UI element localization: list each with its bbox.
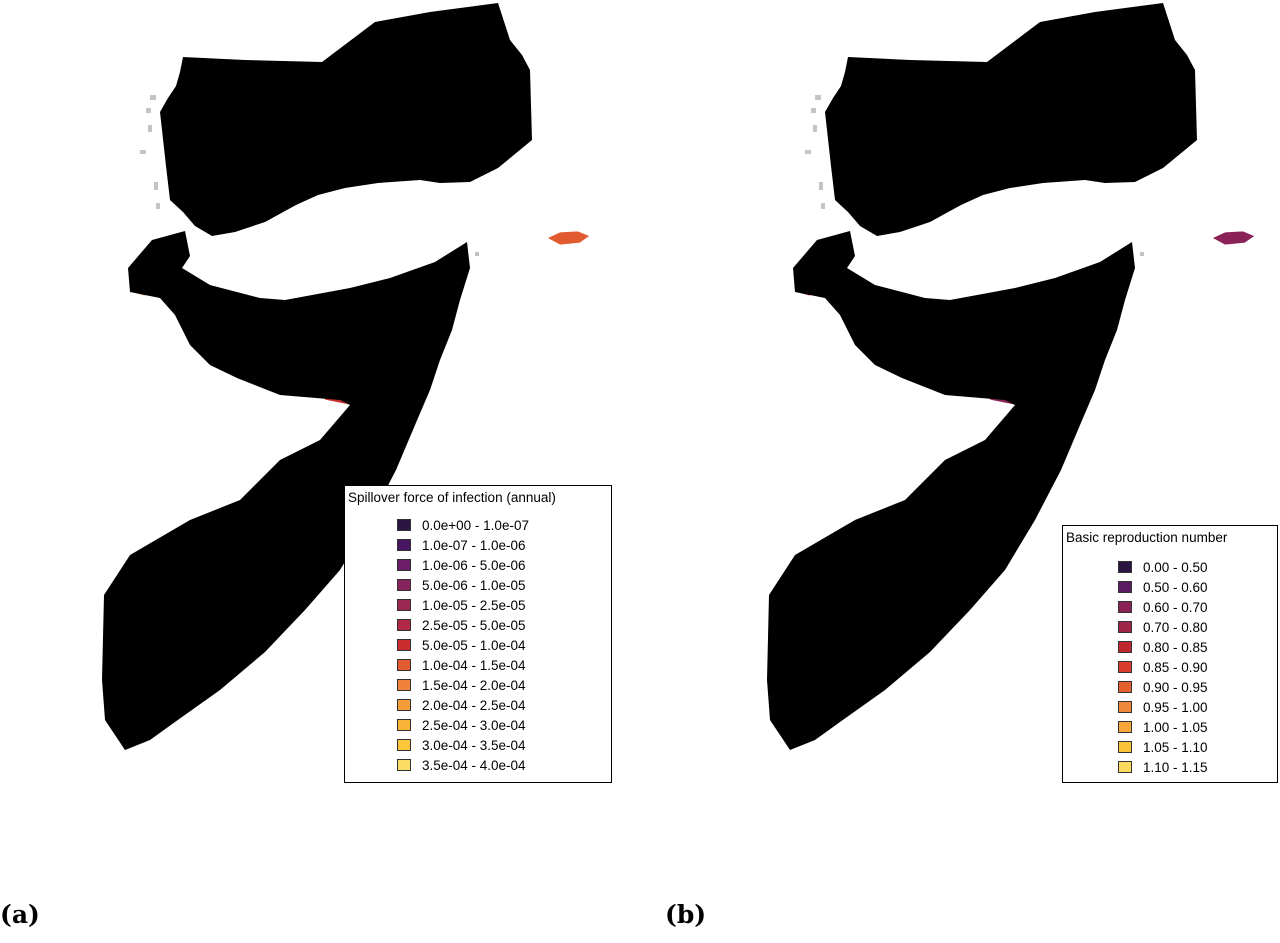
- legend-label: 0.50 - 0.60: [1143, 579, 1208, 595]
- islets: [140, 95, 479, 256]
- legend-item: 3.5e-04 - 4.0e-04: [397, 755, 529, 775]
- legend-swatch: [1118, 581, 1132, 593]
- legend-swatch: [1118, 721, 1132, 733]
- legend-items: 0.00 - 0.50 0.50 - 0.60 0.60 - 0.70 0.70 - …: [1118, 557, 1208, 777]
- legend-swatch: [397, 639, 411, 651]
- legend-swatch: [1118, 661, 1132, 673]
- legend-label: 0.85 - 0.90: [1143, 659, 1208, 675]
- legend-label: 0.60 - 0.70: [1143, 599, 1208, 615]
- legend-item: 0.50 - 0.60: [1118, 577, 1208, 597]
- panel-label-a: (a): [0, 900, 40, 929]
- legend-label: 1.10 - 1.15: [1143, 759, 1208, 775]
- legend-item: 5.0e-06 - 1.0e-05: [397, 575, 529, 595]
- panel-label-b: (b): [665, 900, 707, 929]
- legend-label: 3.0e-04 - 3.5e-04: [422, 737, 526, 753]
- legend-swatch: [397, 519, 411, 531]
- legend-item: 1.0e-04 - 1.5e-04: [397, 655, 529, 675]
- legend-swatch: [397, 579, 411, 591]
- map-panel-b: [766, 2, 1256, 751]
- legend-label: 0.0e+00 - 1.0e-07: [422, 517, 529, 533]
- islets: [805, 95, 1144, 256]
- legend-swatch: [397, 739, 411, 751]
- legend-swatch: [1118, 701, 1132, 713]
- legend-label: 0.70 - 0.80: [1143, 619, 1208, 635]
- legend-swatch: [1118, 761, 1132, 773]
- legend-items: 0.0e+00 - 1.0e-07 1.0e-07 - 1.0e-06 1.0e-0…: [397, 515, 529, 775]
- legend-item: 5.0e-05 - 1.0e-04: [397, 635, 529, 655]
- legend-label: 0.80 - 0.85: [1143, 639, 1208, 655]
- legend-label: 5.0e-05 - 1.0e-04: [422, 637, 526, 653]
- legend-panel-a: Spillover force of infection (annual) 0.…: [344, 485, 612, 783]
- legend-item: 0.85 - 0.90: [1118, 657, 1208, 677]
- legend-label: 1.0e-05 - 2.5e-05: [422, 597, 526, 613]
- legend-swatch: [397, 599, 411, 611]
- legend-label: 0.90 - 0.95: [1143, 679, 1208, 695]
- region-socotra: [546, 230, 591, 246]
- legend-item: 0.70 - 0.80: [1118, 617, 1208, 637]
- legend-item: 0.80 - 0.85: [1118, 637, 1208, 657]
- legend-item: 0.60 - 0.70: [1118, 597, 1208, 617]
- legend-swatch: [397, 719, 411, 731]
- legend-swatch: [397, 539, 411, 551]
- legend-swatch: [397, 559, 411, 571]
- legend-label: 2.0e-04 - 2.5e-04: [422, 697, 526, 713]
- legend-item: 0.90 - 0.95: [1118, 677, 1208, 697]
- legend-swatch: [1118, 621, 1132, 633]
- legend-item: 0.0e+00 - 1.0e-07: [397, 515, 529, 535]
- legend-label: 1.0e-07 - 1.0e-06: [422, 537, 526, 553]
- legend-item: 2.5e-05 - 5.0e-05: [397, 615, 529, 635]
- legend-item: 0.00 - 0.50: [1118, 557, 1208, 577]
- legend-panel-b: Basic reproduction number 0.00 - 0.50 0.5…: [1062, 525, 1278, 783]
- legend-label: 1.5e-04 - 2.0e-04: [422, 677, 526, 693]
- region-socotra: [1211, 230, 1256, 246]
- legend-swatch: [1118, 561, 1132, 573]
- legend-label: 0.95 - 1.00: [1143, 699, 1208, 715]
- legend-item: 1.05 - 1.10: [1118, 737, 1208, 757]
- legend-label: 5.0e-06 - 1.0e-05: [422, 577, 526, 593]
- legend-swatch: [397, 619, 411, 631]
- legend-item: 1.10 - 1.15: [1118, 757, 1208, 777]
- legend-label: 3.5e-04 - 4.0e-04: [422, 757, 526, 773]
- legend-item: 3.0e-04 - 3.5e-04: [397, 735, 529, 755]
- legend-item: 1.0e-06 - 5.0e-06: [397, 555, 529, 575]
- legend-item: 1.00 - 1.05: [1118, 717, 1208, 737]
- legend-label: 1.00 - 1.05: [1143, 719, 1208, 735]
- legend-label: 0.00 - 0.50: [1143, 559, 1208, 575]
- legend-item: 1.0e-07 - 1.0e-06: [397, 535, 529, 555]
- legend-item: 1.0e-05 - 2.5e-05: [397, 595, 529, 615]
- legend-swatch: [397, 679, 411, 691]
- legend-item: 1.5e-04 - 2.0e-04: [397, 675, 529, 695]
- legend-swatch: [397, 759, 411, 771]
- legend-label: 2.5e-04 - 3.0e-04: [422, 717, 526, 733]
- legend-swatch: [1118, 601, 1132, 613]
- legend-item: 2.5e-04 - 3.0e-04: [397, 715, 529, 735]
- legend-label: 2.5e-05 - 5.0e-05: [422, 617, 526, 633]
- legend-item: 2.0e-04 - 2.5e-04: [397, 695, 529, 715]
- legend-label: 1.05 - 1.10: [1143, 739, 1208, 755]
- legend-swatch: [397, 659, 411, 671]
- legend-swatch: [1118, 681, 1132, 693]
- legend-swatch: [1118, 741, 1132, 753]
- legend-swatch: [397, 699, 411, 711]
- legend-swatch: [1118, 641, 1132, 653]
- legend-label: 1.0e-06 - 5.0e-06: [422, 557, 526, 573]
- legend-item: 0.95 - 1.00: [1118, 697, 1208, 717]
- legend-label: 1.0e-04 - 1.5e-04: [422, 657, 526, 673]
- legend-title: Basic reproduction number: [1066, 530, 1228, 545]
- legend-title: Spillover force of infection (annual): [348, 490, 556, 505]
